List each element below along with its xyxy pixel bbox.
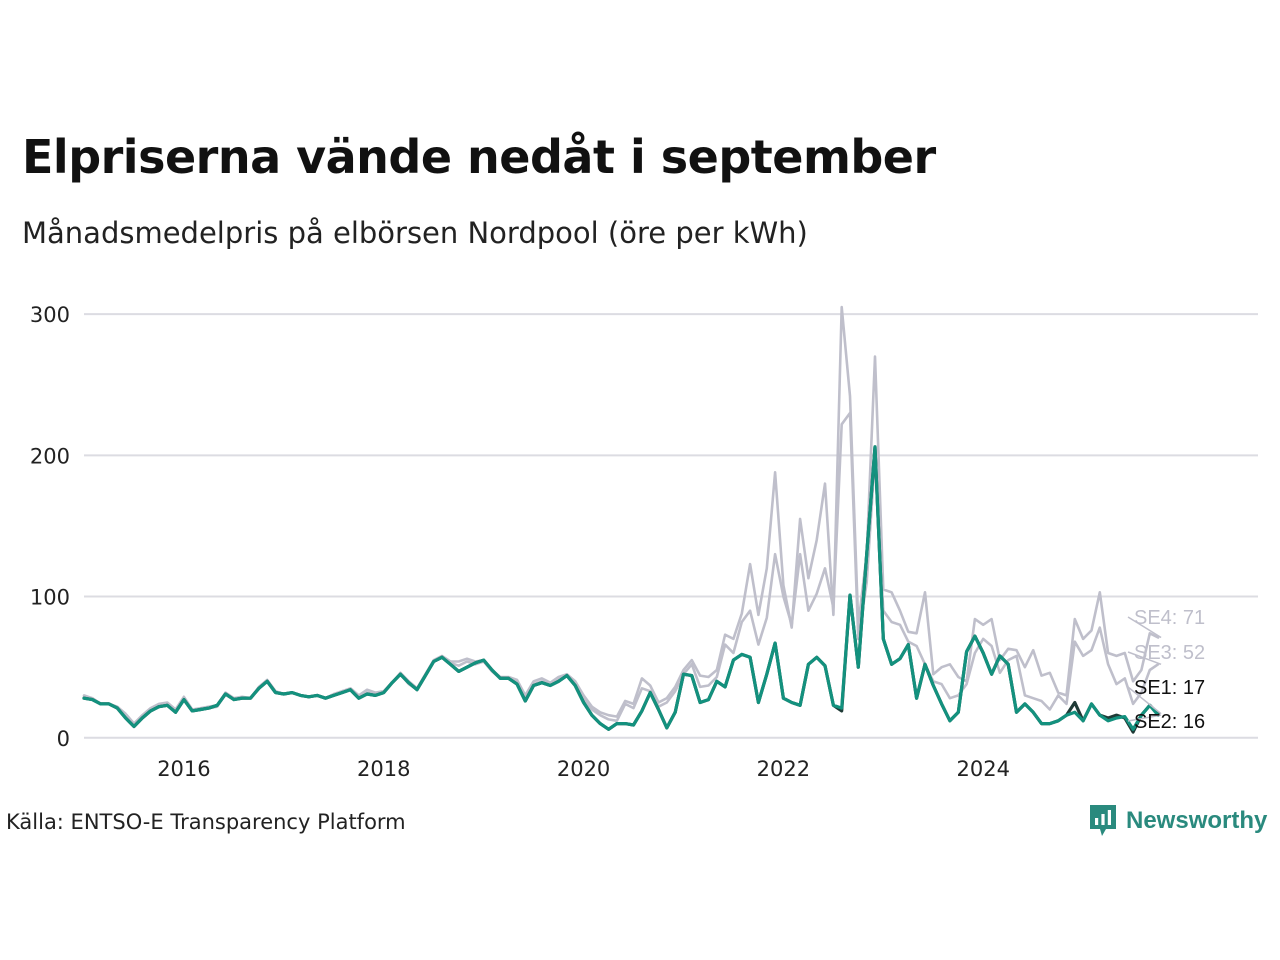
end-label-se3: SE3: 52: [1134, 642, 1205, 664]
x-tick-label: 2016: [157, 757, 210, 781]
end-label-leader: [1127, 686, 1162, 715]
x-tick-label: 2024: [957, 757, 1010, 781]
end-label-se1: SE1: 17: [1134, 677, 1205, 699]
y-tick-label: 100: [30, 586, 70, 610]
logo-wordmark: Newsworthy: [1126, 807, 1268, 834]
y-tick-label: 200: [30, 444, 70, 468]
chart-title: Elpriserna vände nedåt i september: [22, 130, 936, 184]
newsworthy-logo[interactable]: Newsworthy: [1088, 803, 1267, 839]
y-axis-ticks: 0 100 200 300: [30, 303, 70, 751]
series-line-se1: [82, 445, 1160, 734]
y-tick-label: 300: [30, 303, 70, 327]
end-label-leader: [1127, 651, 1162, 666]
bar-chart-speech-bubble-icon: [1090, 805, 1116, 836]
end-labels: SE4: 71 SE3: 52 SE1: 17 SE2: 16: [1127, 607, 1205, 733]
x-tick-label: 2018: [357, 757, 410, 781]
source-note: Källa: ENTSO-E Transparency Platform: [6, 810, 406, 834]
chart-subtitle: Månadsmedelpris på elbörsen Nordpool (ör…: [22, 216, 808, 250]
end-label-leader: [1127, 714, 1162, 722]
x-tick-label: 2022: [757, 757, 810, 781]
x-tick-label: 2020: [557, 757, 610, 781]
end-label-se4: SE4: 71: [1134, 607, 1205, 629]
grid-lines: [84, 313, 1258, 739]
series-line-se2: [82, 445, 1160, 731]
end-label-leader: [1127, 616, 1162, 639]
end-label-se2: SE2: 16: [1134, 711, 1205, 733]
series-line-se3: [82, 411, 1160, 725]
series-lines: [82, 305, 1160, 734]
y-tick-label: 0: [57, 727, 70, 751]
x-axis-ticks: 2016 2018 2020 2022 2024: [157, 757, 1010, 781]
